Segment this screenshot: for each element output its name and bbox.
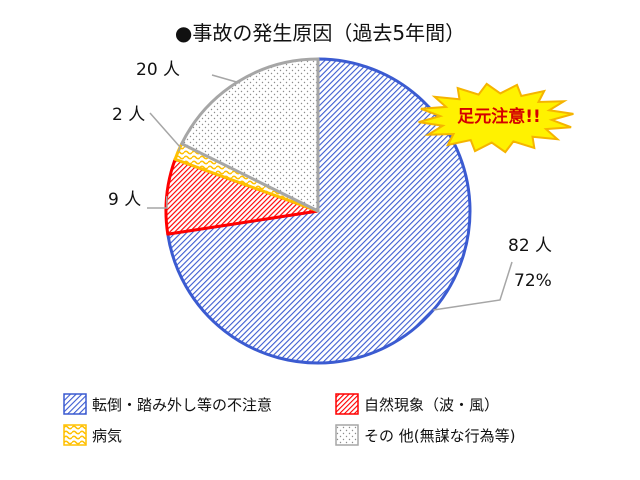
legend-swatch-illness: [63, 424, 87, 446]
leader-illness: [149, 112, 181, 152]
slice-label-illness-count: 2 人: [112, 105, 145, 125]
slice-label-nature-count: 9 人: [108, 190, 141, 210]
caution-badge-text: 足元注意!!: [457, 106, 541, 127]
caution-badge: 足元注意!!: [418, 82, 574, 154]
leader-nature: [147, 196, 168, 209]
legend-swatch-carelessness: [63, 393, 87, 415]
slice-label-carelessness-percent: 72%: [514, 271, 552, 291]
leader-carelessness: [433, 261, 513, 311]
legend-label-other: その 他(無謀な行為等): [364, 427, 515, 445]
slice-label-other-count: 20 人: [136, 60, 180, 80]
slice-label-carelessness-count: 82 人: [508, 236, 552, 256]
legend-swatch-nature: [335, 393, 359, 415]
legend-label-carelessness: 転倒・踏み外し等の不注意: [92, 396, 272, 414]
pie-slices: [164, 57, 472, 365]
leader-lines: [147, 74, 513, 311]
starburst-shape: [418, 82, 574, 154]
leader-other: [211, 74, 241, 84]
legend-label-nature: 自然現象（波・風）: [364, 396, 499, 414]
legend-label-illness: 病気: [92, 427, 122, 445]
chart-title: ●事故の発生原因（過去5年間）: [175, 21, 465, 45]
legend-swatch-other: [335, 424, 359, 446]
legend: 転倒・踏み外し等の不注意 自然現象（波・風） 病気 その 他(無謀な行為等): [63, 393, 515, 446]
